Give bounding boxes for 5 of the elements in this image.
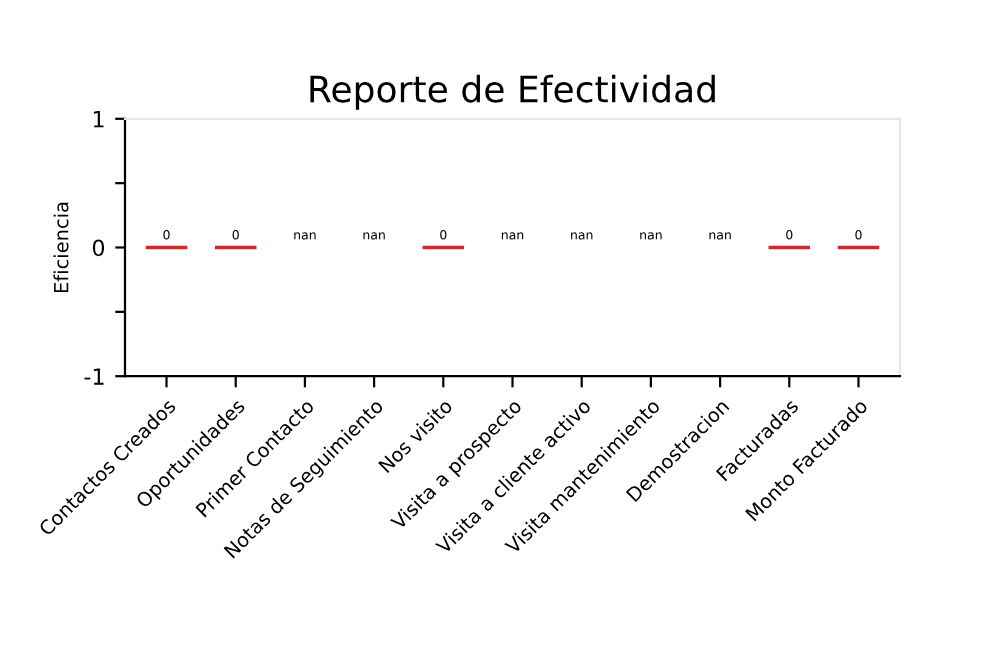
y-tick-label: 1 — [93, 111, 104, 128]
y-tick-label: -1 — [84, 368, 104, 385]
chart-title: Reporte de Efectividad — [310, 74, 715, 110]
y-tick-label: 0 — [92, 239, 105, 257]
y-axis-title: Eficiencia — [53, 202, 69, 293]
